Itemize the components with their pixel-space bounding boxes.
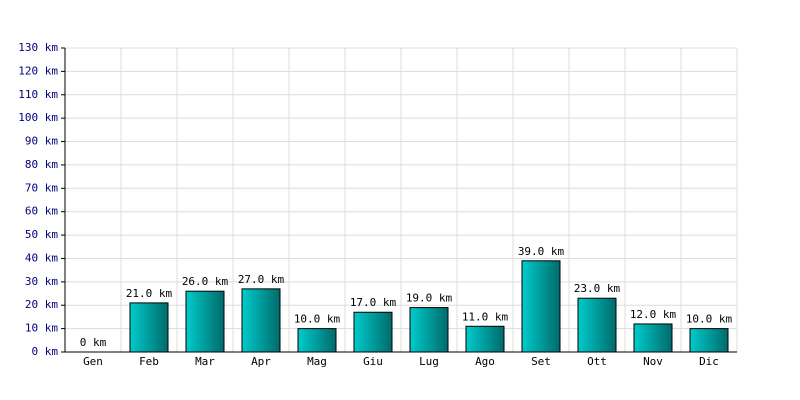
value-label: 26.0 km [182,275,229,288]
x-tick-label: Lug [419,355,439,368]
x-tick-label: Feb [139,355,159,368]
y-tick-label: 120 km [18,64,58,77]
bar [633,323,673,353]
value-label: 11.0 km [462,310,509,323]
y-tick-label: 60 km [25,205,58,218]
y-tick-label: 40 km [25,251,58,264]
y-tick-label: 70 km [25,181,58,194]
x-tick-label: Dic [699,355,719,368]
y-tick-label: 30 km [25,275,58,288]
y-tick-label: 80 km [25,158,58,171]
value-label: 19.0 km [406,292,453,305]
bar [241,288,281,353]
y-tick-label: 50 km [25,228,58,241]
value-label: 27.0 km [238,273,285,286]
x-tick-label: Nov [643,355,663,368]
value-label: 0 km [80,336,107,349]
y-tick-label: 90 km [25,135,58,148]
x-tick-label: Gen [83,355,103,368]
y-tick-label: 20 km [25,298,58,311]
bar [297,328,337,353]
value-label: 10.0 km [686,313,733,326]
x-tick-label: Apr [251,355,271,368]
bar [577,297,617,353]
value-label: 12.0 km [630,308,677,321]
value-label: 17.0 km [350,296,397,309]
y-tick-label: 110 km [18,88,58,101]
y-tick-label: 10 km [25,322,58,335]
x-tick-label: Ott [587,355,607,368]
value-label: 23.0 km [574,282,621,295]
bar [353,311,393,353]
x-tick-label: Mag [307,355,327,368]
value-label: 21.0 km [126,287,173,300]
y-tick-label: 0 km [32,345,59,358]
bar [409,307,449,353]
value-label: 39.0 km [518,245,565,258]
y-tick-label: 100 km [18,111,58,124]
bar [689,328,729,353]
bar [465,325,505,353]
bar [129,302,169,353]
x-tick-label: Set [531,355,551,368]
x-tick-label: Giu [363,355,383,368]
x-tick-label: Mar [195,355,215,368]
bar [521,260,561,353]
y-tick-label: 130 km [18,41,58,54]
bar [185,290,225,353]
value-label: 10.0 km [294,313,341,326]
x-tick-label: Ago [475,355,495,368]
